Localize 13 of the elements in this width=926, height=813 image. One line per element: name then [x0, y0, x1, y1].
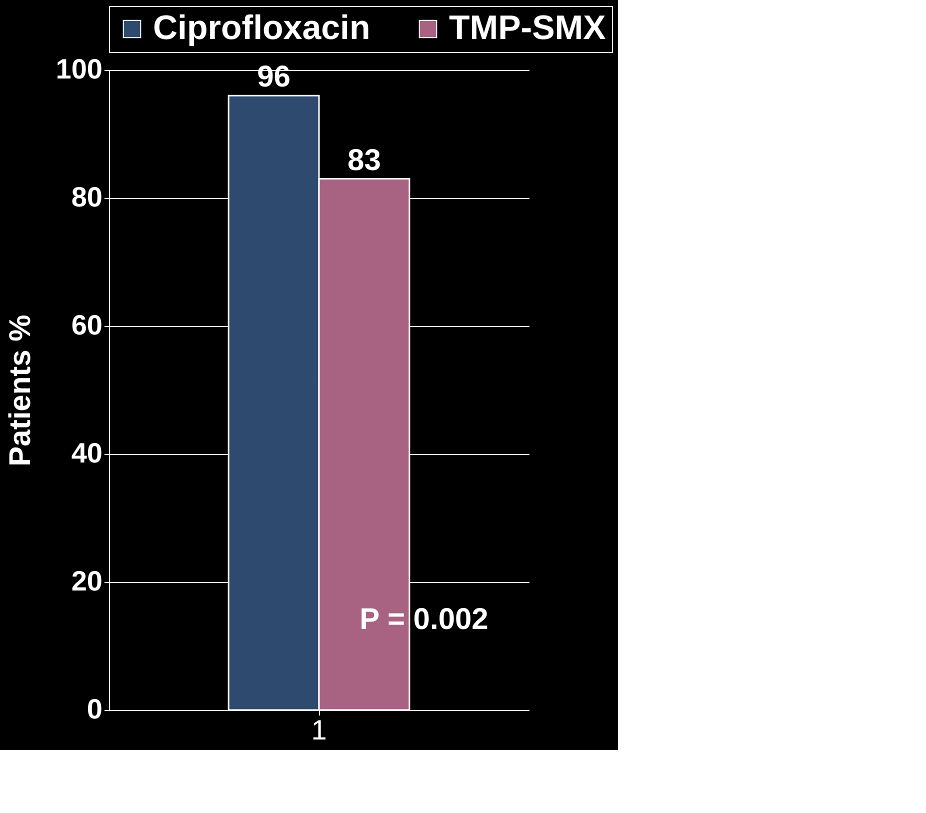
y-tick-label: 80: [71, 182, 102, 212]
y-tick-label: 60: [71, 310, 102, 340]
y-axis-title: Patients %: [4, 314, 37, 466]
data-label: 83: [348, 144, 381, 177]
legend-label: TMP-SMX: [449, 9, 606, 47]
y-tick-label: 40: [71, 438, 102, 468]
data-label: 96: [257, 60, 290, 94]
y-tick-label: 0: [86, 694, 102, 724]
y-tick-label: 100: [56, 54, 102, 84]
legend-label: Ciprofloxacin: [153, 9, 370, 47]
y-tick-label: 20: [71, 566, 102, 596]
annotation: P = 0.002: [360, 603, 488, 636]
x-tick-label: 1: [311, 714, 327, 746]
